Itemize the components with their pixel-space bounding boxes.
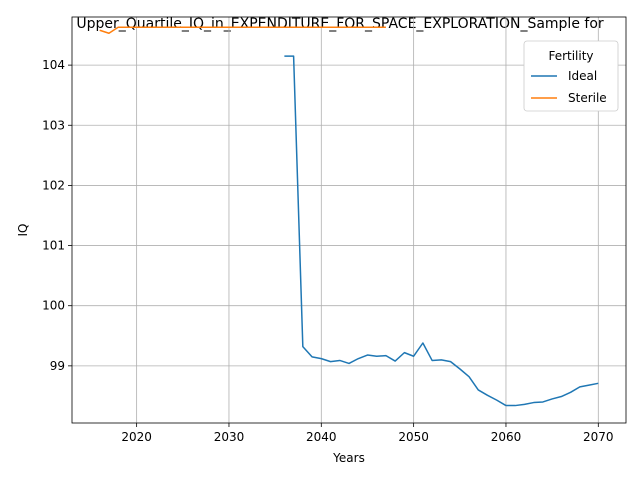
- y-tick-label: 103: [42, 118, 65, 132]
- chart-title: Upper_Quartile_IQ_in_EXPENDITURE_FOR_SPA…: [76, 16, 604, 32]
- grid: [72, 17, 626, 423]
- legend-label-ideal: Ideal: [568, 69, 597, 83]
- series-line-sterile: [99, 26, 386, 34]
- y-tick-label: 100: [42, 299, 65, 313]
- legend: Fertility Ideal Sterile: [523, 40, 619, 112]
- y-axis-label: IQ: [16, 224, 30, 237]
- x-tick-label: 2020: [121, 430, 152, 444]
- legend-label-sterile: Sterile: [568, 91, 607, 105]
- legend-title: Fertility: [548, 49, 593, 63]
- y-axis-ticks: 99 100 101 102 103 104: [42, 58, 72, 373]
- y-tick-label: 101: [42, 239, 65, 253]
- x-tick-label: 2070: [583, 430, 614, 444]
- y-tick-label: 99: [50, 359, 65, 373]
- x-tick-label: 2050: [398, 430, 429, 444]
- y-tick-label: 104: [42, 58, 65, 72]
- x-tick-label: 2040: [306, 430, 337, 444]
- x-tick-label: 2030: [214, 430, 245, 444]
- x-tick-label: 2060: [491, 430, 522, 444]
- legend-box: [523, 40, 619, 112]
- series-line-ideal: [284, 55, 599, 407]
- plot-series: [99, 26, 599, 407]
- x-axis-label: Years: [332, 451, 365, 465]
- x-axis-ticks: 2020 2030 2040 2050 2060 2070: [121, 423, 614, 444]
- y-tick-label: 102: [42, 178, 65, 192]
- axes-frame: [71, 16, 627, 424]
